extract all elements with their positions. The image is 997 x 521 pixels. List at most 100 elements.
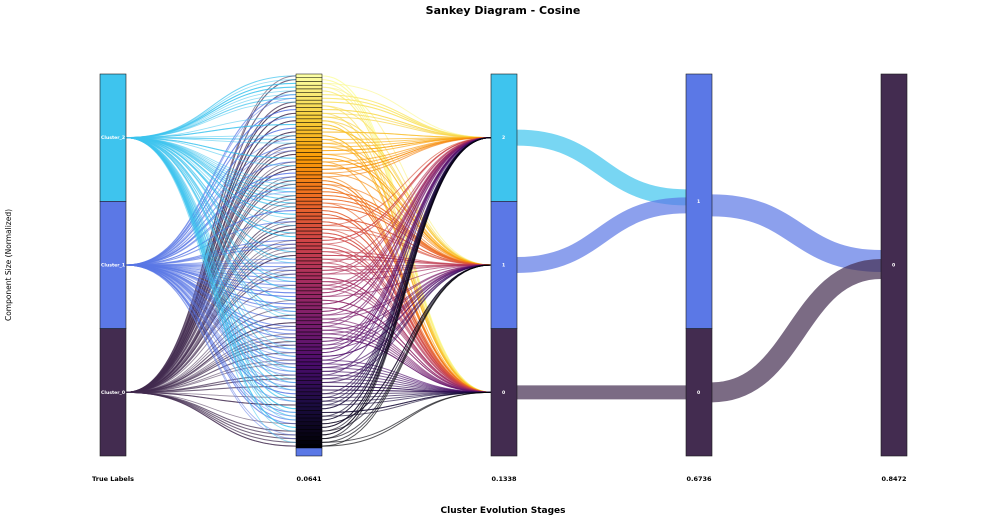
node-fine-segment bbox=[295, 167, 323, 172]
node-fine-segment bbox=[295, 227, 323, 232]
fine-link-true-to-stage1 bbox=[125, 137, 297, 167]
stage-label: 0.8472 bbox=[881, 475, 906, 483]
fine-link-true-to-stage1 bbox=[125, 75, 297, 393]
node-fine-segment bbox=[295, 421, 323, 426]
node-label-cluster-1: Cluster_1 bbox=[101, 263, 125, 269]
node-fine-segment bbox=[295, 185, 323, 191]
fine-link-true-to-stage1 bbox=[125, 264, 297, 331]
fine-link-stage1-to-stage2 bbox=[321, 137, 492, 245]
fine-link-true-to-stage1 bbox=[125, 137, 297, 432]
fine-link-true-to-stage1 bbox=[125, 137, 297, 196]
node-fine-segment bbox=[295, 88, 323, 93]
node-fine-segment bbox=[295, 245, 323, 251]
node-fine-segment bbox=[295, 343, 323, 348]
node-fine-segment bbox=[295, 230, 323, 236]
fine-link-true-to-stage1 bbox=[125, 264, 297, 440]
chart-title: Sankey Diagram - Cosine bbox=[426, 4, 581, 17]
fine-link-true-to-stage1 bbox=[125, 232, 297, 393]
node-fine-segment bbox=[295, 384, 323, 389]
y-axis-label: Component Size (Normalized) bbox=[4, 209, 13, 321]
fine-link-true-to-stage1 bbox=[125, 264, 297, 312]
node-fine-segment bbox=[295, 114, 323, 120]
node-fine-segment bbox=[295, 99, 323, 105]
node-fine-segment bbox=[295, 357, 323, 363]
node-label-stage3-1: 1 bbox=[697, 199, 700, 205]
node-fine-segment bbox=[295, 328, 323, 333]
node-fine-segment bbox=[295, 215, 323, 221]
node-fine-segment bbox=[295, 417, 323, 423]
fine-link-true-to-stage1 bbox=[125, 124, 297, 139]
node-fine-segment bbox=[295, 193, 323, 198]
node-fine-segment bbox=[295, 361, 323, 366]
fine-link-stage1-to-stage2 bbox=[321, 391, 492, 447]
node-fine-segment bbox=[295, 301, 323, 307]
node-fine-segment bbox=[295, 283, 323, 288]
link-0-to-final-0 bbox=[711, 259, 882, 403]
fine-link-stage1-to-stage2 bbox=[321, 266, 492, 393]
node-fine-segment bbox=[295, 444, 323, 449]
node-fine-segment bbox=[295, 170, 323, 176]
node-fine-segment bbox=[295, 77, 323, 82]
x-axis-label: Cluster Evolution Stages bbox=[441, 506, 566, 516]
fine-link-true-to-stage1 bbox=[125, 391, 297, 406]
fine-link-stage1-to-stage2 bbox=[321, 264, 492, 447]
fine-link-true-to-stage1 bbox=[125, 258, 297, 266]
node-fine-segment bbox=[295, 279, 323, 284]
node-stage4-0 bbox=[880, 73, 908, 457]
fine-link-true-to-stage1 bbox=[125, 264, 297, 402]
node-fine-segment bbox=[295, 118, 323, 123]
node-fine-segment bbox=[295, 320, 323, 325]
fine-link-stage1-to-stage2 bbox=[321, 137, 492, 440]
node-fine-segment bbox=[295, 447, 323, 457]
stage-label: 0.1338 bbox=[491, 475, 517, 483]
link-2-to-1 bbox=[516, 129, 687, 206]
fine-link-true-to-stage1 bbox=[125, 101, 297, 139]
node-fine-segment bbox=[295, 126, 323, 131]
node-fine-segment bbox=[295, 346, 323, 352]
fine-link-true-to-stage1 bbox=[125, 127, 297, 266]
sankey-nodes: Cluster_2 Cluster_1 Cluster_0 2 1 0 1 0 0 bbox=[99, 73, 908, 457]
node-stage2-2 bbox=[490, 73, 518, 202]
fine-link-true-to-stage1 bbox=[125, 137, 297, 264]
node-fine-segment bbox=[295, 376, 323, 381]
stage-labels: True Labels 0.0641 0.1338 0.6736 0.8472 bbox=[92, 475, 907, 483]
node-stage3-1 bbox=[685, 73, 713, 329]
node-fine-segment bbox=[295, 365, 323, 370]
fine-link-true-to-stage1 bbox=[125, 269, 297, 393]
node-fine-segment bbox=[295, 316, 323, 322]
node-fine-segment bbox=[295, 73, 323, 78]
node-fine-segment bbox=[295, 425, 323, 430]
fine-link-stage1-to-stage2 bbox=[321, 391, 492, 417]
node-fine-segment bbox=[295, 129, 323, 135]
node-fine-segment bbox=[295, 369, 323, 374]
node-fine-segment bbox=[295, 395, 323, 400]
node-fine-segment bbox=[295, 271, 323, 277]
node-label-stage2-0: 0 bbox=[502, 390, 505, 396]
node-fine-segment bbox=[295, 242, 323, 247]
fine-link-true-to-stage1 bbox=[125, 210, 297, 266]
node-fine-segment bbox=[295, 399, 323, 404]
node-fine-segment bbox=[295, 350, 323, 355]
fine-link-true-to-stage1 bbox=[125, 137, 297, 443]
fine-link-true-to-stage1 bbox=[125, 82, 297, 139]
node-fine-segment bbox=[295, 204, 323, 209]
node-label-cluster-2: Cluster_2 bbox=[101, 135, 125, 141]
node-fine-segment bbox=[295, 324, 323, 329]
node-fine-segment bbox=[295, 257, 323, 262]
node-fine-segment bbox=[295, 148, 323, 153]
fine-link-stage1-to-stage2 bbox=[321, 137, 492, 178]
node-fine-segment bbox=[295, 294, 323, 299]
fine-link-true-to-stage1 bbox=[125, 137, 297, 279]
node-fine-segment bbox=[295, 197, 323, 202]
stage-label: 0.0641 bbox=[296, 475, 322, 483]
node-fine-segment bbox=[295, 133, 323, 138]
node-fine-segment bbox=[295, 200, 323, 206]
node-fine-segment bbox=[295, 141, 323, 146]
node-fine-segment bbox=[295, 174, 323, 179]
node-fine-segment bbox=[295, 309, 323, 314]
node-fine-segment bbox=[295, 286, 323, 292]
node-label-stage3-0: 0 bbox=[697, 390, 700, 396]
node-label-stage4-0: 0 bbox=[892, 263, 895, 269]
fine-link-true-to-stage1 bbox=[125, 385, 297, 393]
